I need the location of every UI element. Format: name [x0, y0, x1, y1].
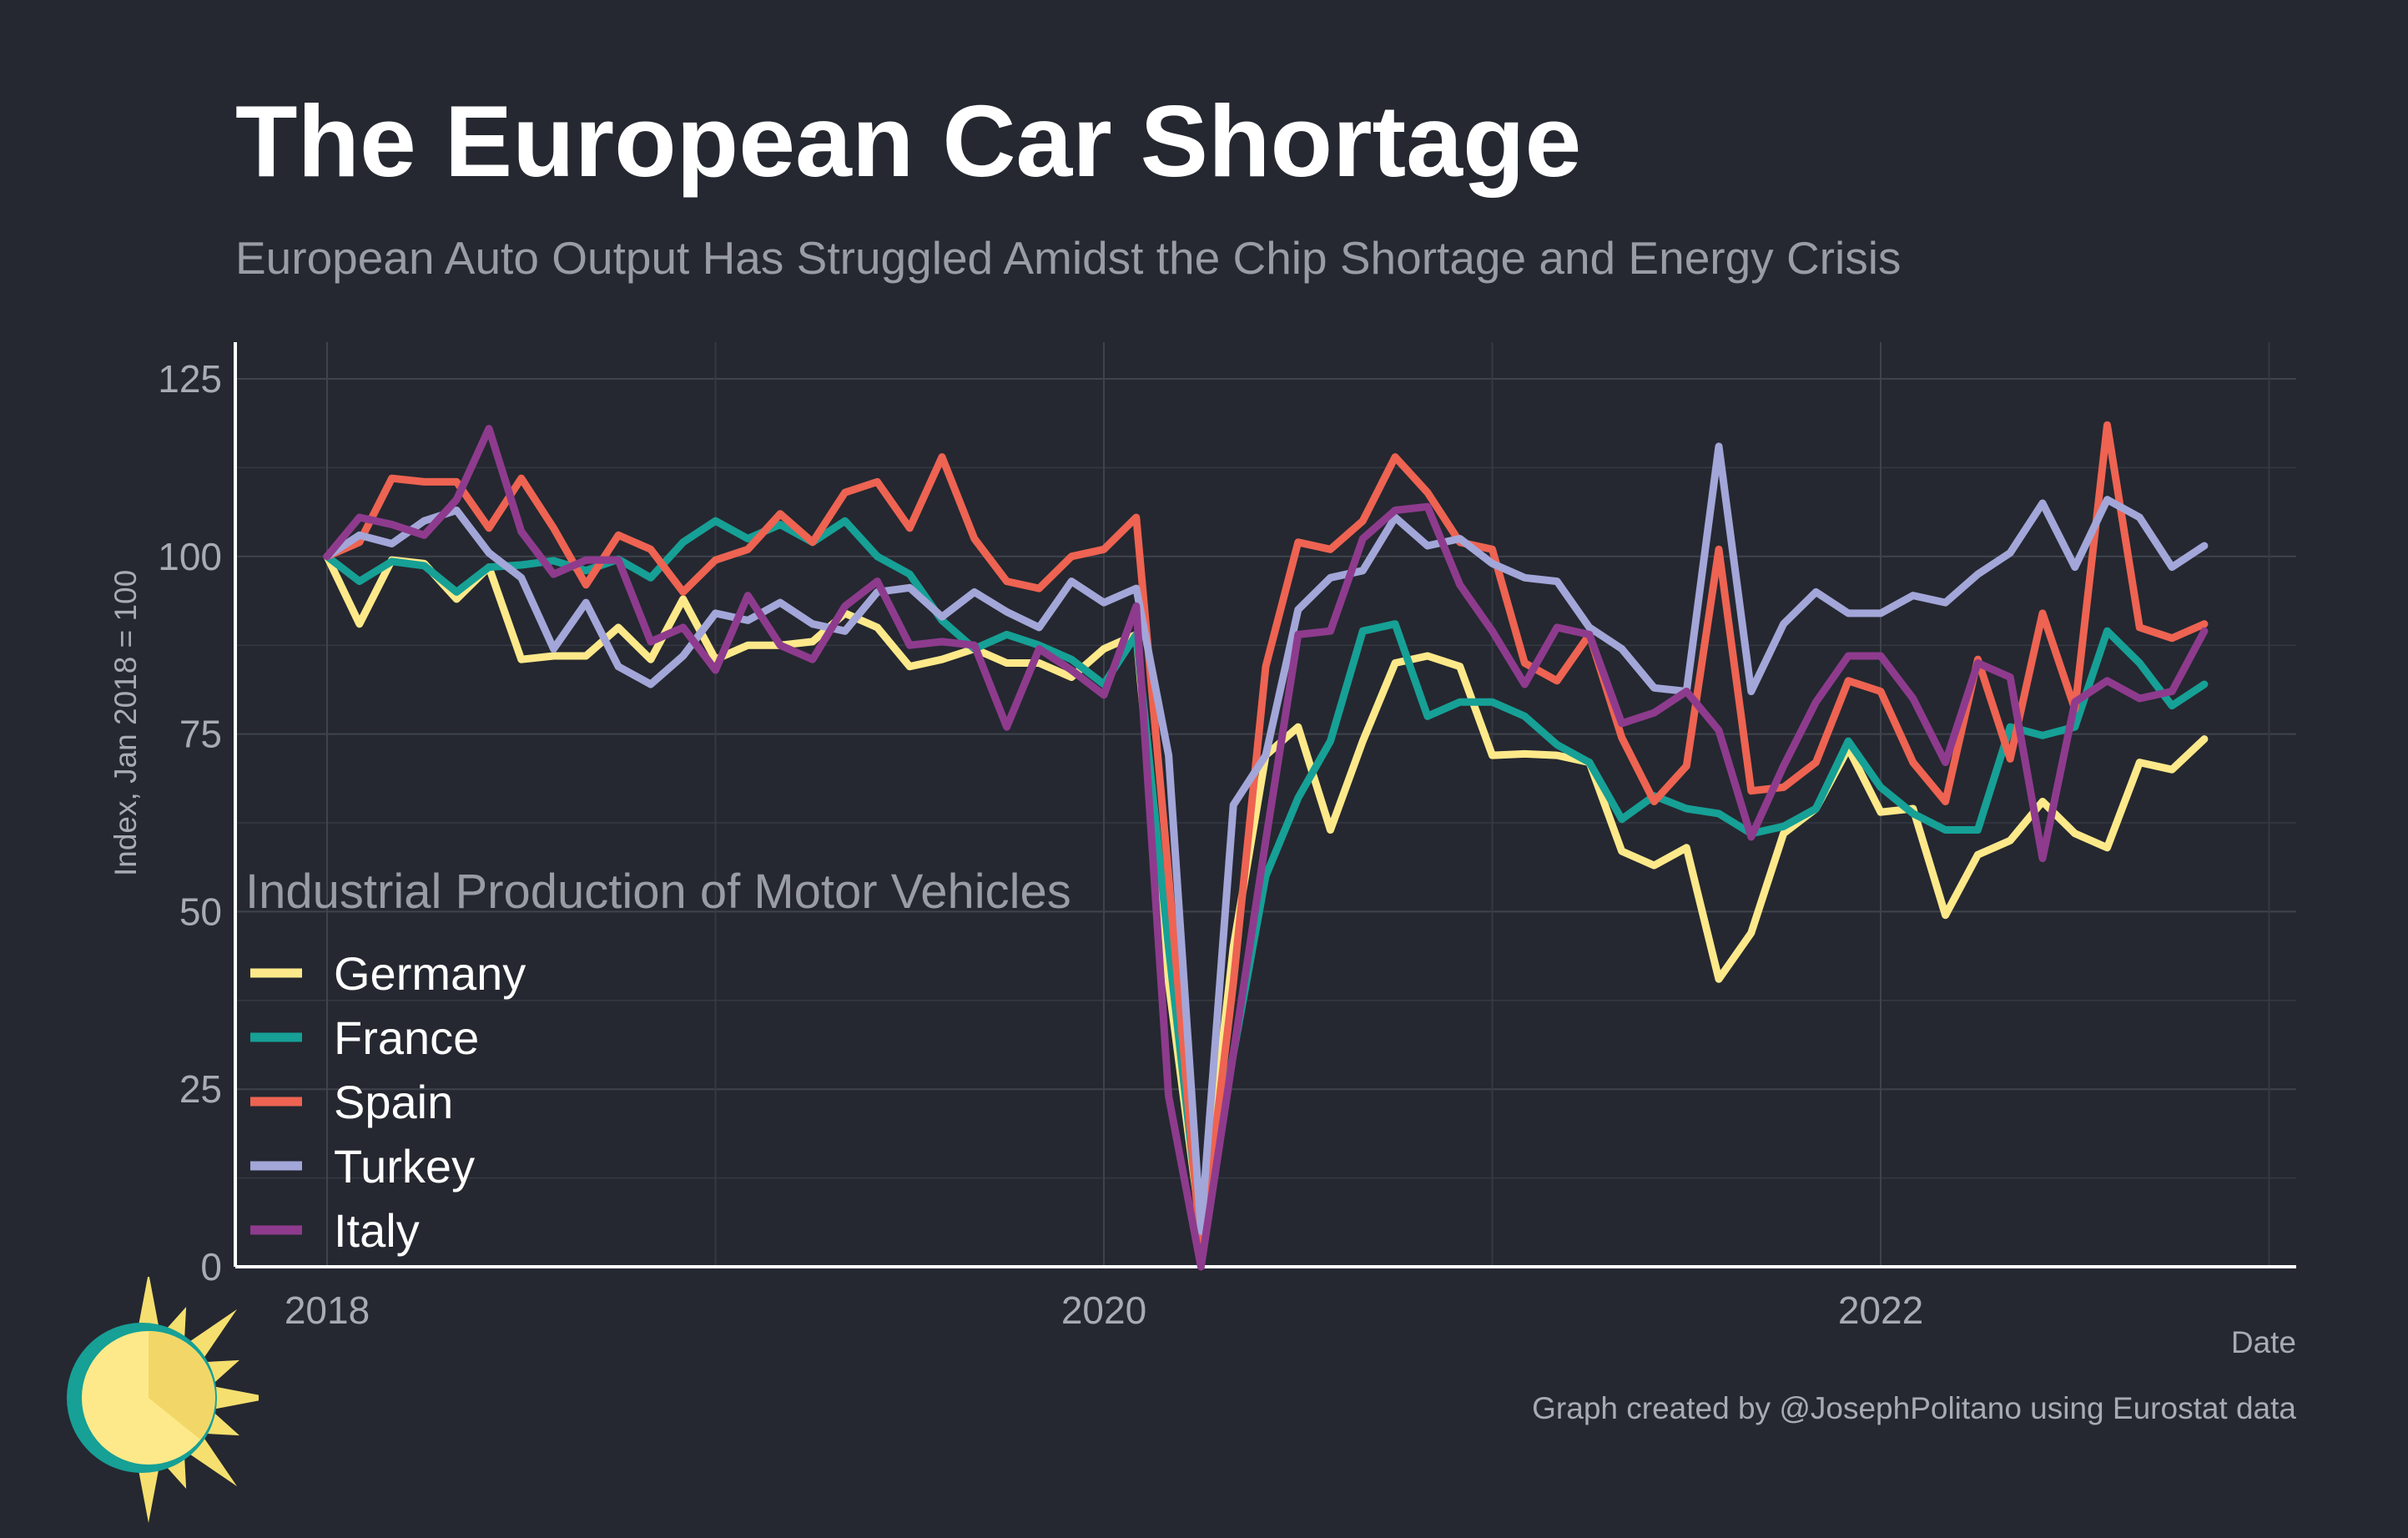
sun-ray	[206, 1359, 240, 1383]
axes: 0 25 50 75 100 125 2018 2020 2022	[158, 342, 2296, 1332]
sun-ray	[137, 1465, 160, 1523]
series-line-spain	[323, 421, 2209, 1257]
y-tick-label: 25	[179, 1067, 222, 1111]
series-lines	[323, 421, 2209, 1271]
x-tick-label: 2020	[1061, 1288, 1146, 1332]
x-tick-label: 2018	[285, 1288, 370, 1332]
sun-ray	[189, 1438, 238, 1487]
legend-label-germany: Germany	[334, 947, 526, 1000]
source-credit: Graph created by @JosephPolitano using E…	[1532, 1391, 2296, 1425]
y-tick-label: 125	[158, 357, 222, 401]
legend: Industrial Production of Motor Vehicles …	[245, 865, 1071, 1257]
sun-disc-shade	[149, 1331, 215, 1440]
chart-subtitle: European Auto Output Has Struggled Amids…	[235, 232, 1902, 284]
legend-label-italy: Italy	[334, 1204, 420, 1257]
y-tick-label: 75	[179, 713, 222, 756]
legend-title: Industrial Production of Motor Vehicles	[245, 865, 1071, 919]
x-axis-label: Date	[2231, 1325, 2296, 1359]
y-tick-label: 100	[158, 535, 222, 578]
x-tick-label: 2022	[1838, 1288, 1923, 1332]
legend-label-turkey: Turkey	[334, 1140, 475, 1193]
legend-label-france: France	[334, 1011, 479, 1064]
series-line-france	[323, 517, 2209, 1239]
y-axis-label: Index, Jan 2018 = 100	[108, 570, 143, 876]
series-line-turkey	[323, 442, 2209, 1235]
sun-ray	[189, 1309, 238, 1358]
series-line-italy	[323, 425, 2209, 1271]
sun-ray	[206, 1413, 240, 1436]
grid-lines	[235, 342, 2296, 1267]
y-tick-label: 50	[179, 890, 222, 933]
sun-ray	[215, 1386, 259, 1409]
sun-ray	[137, 1277, 160, 1331]
legend-label-spain: Spain	[334, 1076, 453, 1128]
y-tick-label: 0	[200, 1245, 222, 1288]
chart-title: The European Car Shortage	[235, 84, 1582, 198]
sun-logo-icon	[67, 1277, 259, 1523]
